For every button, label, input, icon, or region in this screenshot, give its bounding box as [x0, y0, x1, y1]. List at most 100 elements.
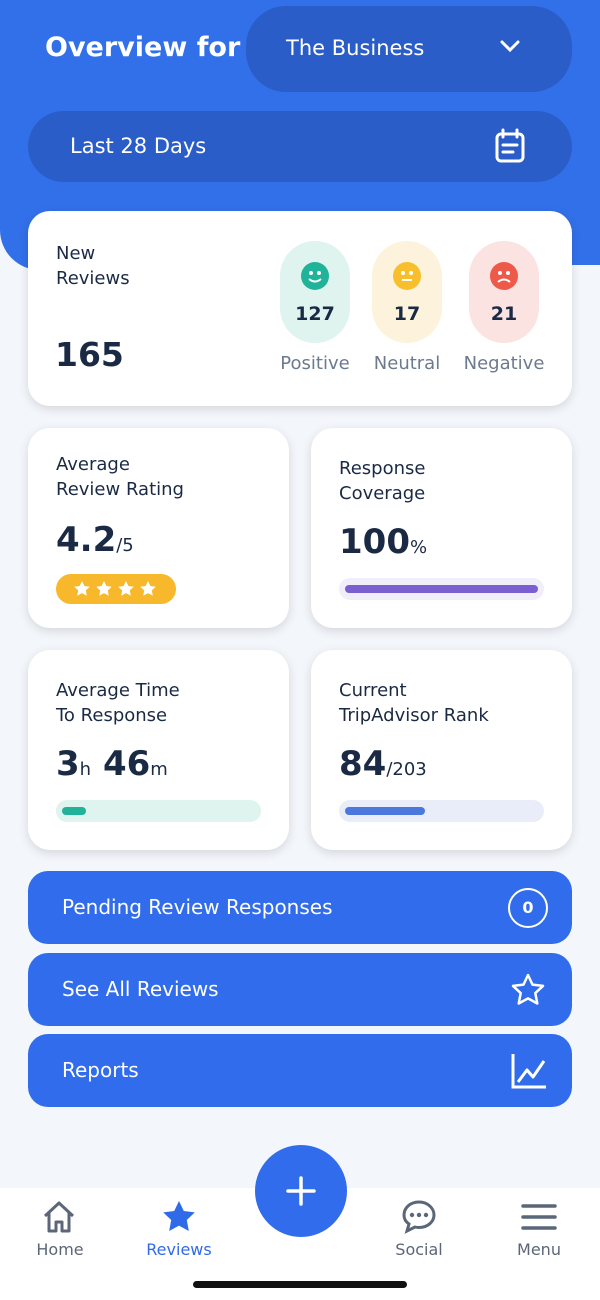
graphic: [511, 1054, 546, 1089]
nav-tab[interactable]: Menu: [517, 1240, 561, 1259]
text: Coverage: [339, 483, 426, 504]
text: 3: [56, 744, 80, 784]
new-reviews-total: 165: [55, 335, 124, 374]
graphic: [516, 1060, 546, 1083]
stat-value: 4.2/5: [56, 520, 134, 560]
text: To Response: [56, 705, 168, 726]
pending-badge: 0: [508, 888, 548, 928]
date-range: Last 28 Days: [70, 134, 207, 158]
graphic: [498, 271, 502, 275]
negative-count: 21: [490, 303, 518, 325]
nav-tab[interactable]: Social: [395, 1240, 443, 1259]
reviews-icon: [163, 1201, 195, 1231]
graphic: [308, 278, 322, 283]
add-button[interactable]: [254, 1144, 348, 1238]
positive-pill: 127: [280, 241, 350, 343]
graphic: [74, 581, 156, 596]
progress-track: [56, 800, 261, 822]
star-icon: [511, 973, 545, 1005]
graphic: [490, 262, 518, 290]
text: New: [56, 243, 96, 264]
graphic: [301, 262, 329, 290]
text: /5: [116, 535, 134, 556]
rank-card[interactable]: Current TripAdvisor Rank 84/203: [311, 650, 572, 850]
nav-tab[interactable]: Home: [36, 1240, 84, 1259]
progress-fill: [62, 807, 86, 815]
graphic: [423, 1212, 429, 1218]
text: TripAdvisor Rank: [339, 705, 489, 726]
all-reviews-button[interactable]: See All Reviews: [28, 953, 572, 1026]
card-label: Current TripAdvisor Rank: [339, 678, 489, 728]
neutral-pill: 17: [372, 241, 442, 343]
progress-track: [339, 578, 544, 600]
progress-track: [339, 800, 544, 822]
card-label: Average Time To Response: [56, 678, 180, 728]
stat-value: 100%: [339, 522, 427, 562]
graphic: [495, 132, 525, 163]
text: /203: [386, 759, 427, 780]
graphic: [511, 973, 545, 1005]
text: 100: [339, 522, 410, 562]
graphic: [56, 574, 176, 604]
graphic: [506, 271, 510, 275]
business-select[interactable]: The Business: [246, 6, 572, 92]
header-title: Overview for: [45, 32, 241, 63]
graphic: [402, 1200, 436, 1234]
nav-tab-active[interactable]: Reviews: [146, 1240, 212, 1259]
star-badge: [56, 574, 176, 604]
graphic: [500, 40, 520, 53]
graphic: [416, 1212, 422, 1218]
text: m: [150, 759, 168, 780]
graphic: [301, 262, 329, 290]
rating-card[interactable]: Average Review Rating 4.2/5: [28, 428, 289, 628]
text: 46: [102, 744, 151, 784]
card-label: Response Coverage: [339, 456, 425, 506]
coverage-card[interactable]: Response Coverage 100%: [311, 428, 572, 628]
neutral-count: 17: [393, 303, 421, 325]
business-name: The Business: [286, 36, 425, 60]
home-icon: [43, 1201, 75, 1233]
sentiment-label: Positive: [280, 353, 350, 374]
graphic: [409, 271, 413, 275]
text: Current: [339, 680, 407, 701]
graphic: [409, 1212, 415, 1218]
graphic: [43, 1201, 75, 1233]
graphic: [309, 271, 313, 275]
text: Response: [339, 458, 426, 479]
graphic: [501, 128, 519, 154]
chevron-icon: [500, 40, 520, 53]
menu-icon: [521, 1204, 557, 1230]
graphic: [497, 278, 511, 283]
graphic: [74, 581, 90, 596]
text: %: [409, 537, 428, 558]
home-indicator: [193, 1281, 407, 1288]
progress-fill: [345, 807, 425, 815]
card-label: New Reviews: [56, 241, 130, 291]
text: Reviews: [56, 268, 130, 289]
graphic: [401, 271, 405, 275]
chart-icon: [511, 1054, 546, 1089]
graphic: [393, 262, 421, 290]
button-label: Reports: [62, 1058, 139, 1082]
response-time-card[interactable]: Average Time To Response 3h 46m: [28, 650, 289, 850]
sentiment-label: Negative: [463, 353, 545, 374]
date-range-select[interactable]: Last 28 Days: [28, 111, 572, 182]
text: Average: [56, 454, 130, 475]
stat-value: 3h 46m: [56, 744, 168, 784]
text: Average Time: [56, 680, 180, 701]
graphic: [286, 1176, 316, 1206]
graphic: [317, 271, 321, 275]
button-label: See All Reviews: [62, 977, 219, 1001]
graphic: [393, 262, 421, 290]
stat-value: 84/203: [339, 744, 427, 784]
negative-pill: 21: [469, 241, 539, 343]
button-label: Pending Review Responses: [62, 895, 333, 919]
text: Review Rating: [56, 479, 184, 500]
sentiment-label: Neutral: [373, 353, 441, 374]
pending-button[interactable]: Pending Review Responses 0: [28, 871, 572, 944]
calendar-icon: [495, 128, 525, 163]
reports-button[interactable]: Reports: [28, 1034, 572, 1107]
social-icon: [402, 1200, 436, 1234]
new-reviews-card[interactable]: New Reviews 165 127 17 21 Positive Neutra…: [28, 211, 572, 406]
